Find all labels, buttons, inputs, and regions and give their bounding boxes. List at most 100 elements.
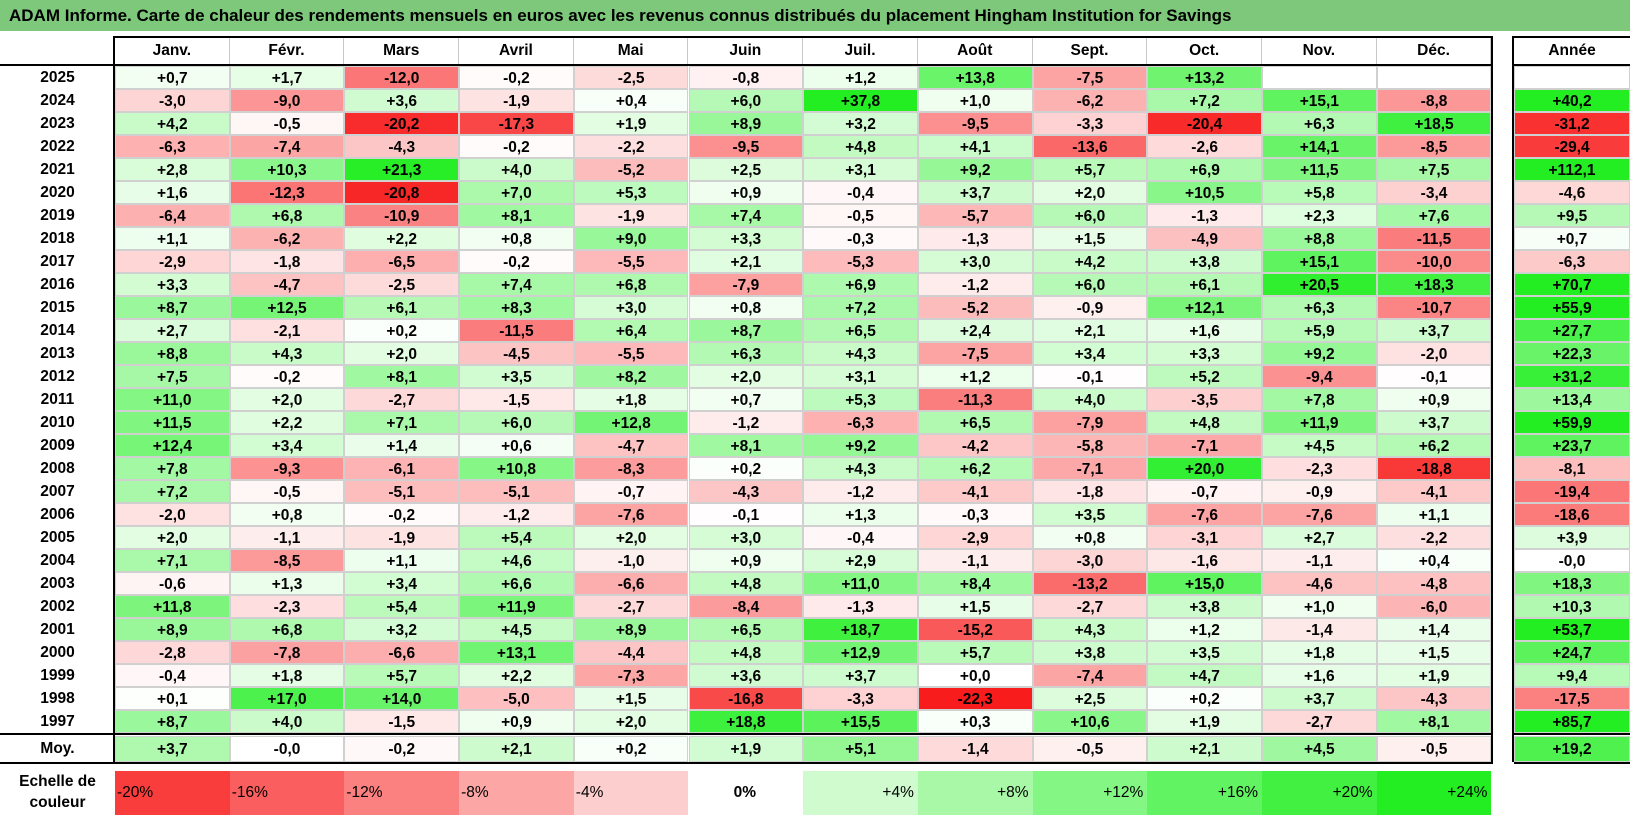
heatmap-cell: +4,0 [1032,388,1148,411]
heatmap-cell: +7,5 [1376,158,1492,181]
annual-cell: +10,3 [1514,595,1630,618]
heatmap-cell: +18,8 [688,710,804,733]
month-header: Juil. [803,38,918,64]
heatmap-cell: +3,4 [1032,342,1148,365]
heatmap-cell: -0,5 [803,204,918,227]
heatmap-cell: +8,1 [459,204,574,227]
annual-cell: +9,4 [1514,664,1630,687]
heatmap-cell: +11,9 [459,595,574,618]
heatmap-cell: +1,0 [1262,595,1377,618]
heatmap-cell: +1,1 [1376,503,1492,526]
heatmap-cell: +5,7 [344,664,460,687]
average-cell: +4,5 [1262,736,1377,762]
heatmap-cell: -7,1 [1032,457,1148,480]
year-label: 2003 [40,575,75,592]
year-label: 2010 [40,414,75,431]
heatmap-cell: +0,8 [459,227,574,250]
heatmap-cell: +6,0 [459,411,574,434]
heatmap-cell: -5,2 [917,296,1033,319]
average-cell: -0,2 [344,736,460,762]
heatmap-cell: +6,5 [803,319,918,342]
heatmap-cell: -0,1 [688,503,804,526]
year-label: 2023 [40,115,75,132]
heatmap-cell: +3,4 [344,572,460,595]
heatmap-cell: -0,4 [803,181,918,204]
heatmap-cell: +3,7 [1262,687,1377,710]
header-bottom-border [0,64,1492,66]
annual-cell: -8,1 [1514,457,1630,480]
heatmap-cell: -0,2 [459,250,574,273]
heatmap-cell: +13,1 [459,641,574,664]
heatmap-cell: -15,2 [917,618,1033,641]
heatmap-cell: +3,3 [115,273,230,296]
heatmap-cell: +3,7 [1376,319,1492,342]
heatmap-cell: -4,5 [459,342,574,365]
heatmap-cell: +7,2 [803,296,918,319]
month-header: Déc. [1377,38,1492,64]
heatmap-cell: -0,6 [115,572,230,595]
heatmap-cell: +3,8 [1032,641,1148,664]
heatmap-cell: -3,0 [115,89,230,112]
heatmap-cell: +1,0 [917,89,1033,112]
heatmap-cell: +12,9 [803,641,918,664]
heatmap-cell: -1,2 [688,411,804,434]
heatmap-cell: +0,9 [459,710,574,733]
heatmap-cell: +6,2 [1376,434,1492,457]
heatmap-cell: +3,7 [803,664,918,687]
heatmap-cell: +15,5 [803,710,918,733]
heatmap-cell: +0,0 [917,664,1033,687]
heatmap-cell: -6,4 [115,204,230,227]
year-label: 2004 [40,552,75,569]
heatmap-cell: +3,5 [1032,503,1148,526]
heatmap-cell: -2,1 [229,319,345,342]
heatmap-cell: +3,3 [688,227,804,250]
heatmap-cell: +1,6 [1147,319,1262,342]
table-left-border [113,36,115,762]
heatmap-cell: -2,2 [1376,526,1492,549]
annual-cell: +9,5 [1514,204,1630,227]
heatmap-cell: -6,3 [803,411,918,434]
heatmap-cell: +1,6 [1262,664,1377,687]
heatmap-cell: -1,2 [917,273,1033,296]
year-label: 2016 [40,276,75,293]
heatmap-cell: -20,4 [1147,112,1262,135]
annual-cell: +22,3 [1514,342,1630,365]
heatmap-cell: -2,6 [1147,135,1262,158]
heatmap-cell: +5,4 [344,595,460,618]
heatmap-cell: +10,3 [229,158,345,181]
heatmap-cell: +6,8 [229,204,345,227]
header-top-border [115,36,1492,38]
heatmap-cell: +2,0 [344,342,460,365]
heatmap-cell: -7,4 [229,135,345,158]
heatmap-cell: -6,1 [344,457,460,480]
heatmap-cell: -9,4 [1262,365,1377,388]
heatmap-cell: +5,2 [1147,365,1262,388]
heatmap-cell: +3,5 [459,365,574,388]
heatmap-cell: +7,2 [115,480,230,503]
heatmap-cell: -18,8 [1376,457,1492,480]
heatmap-cell: -5,5 [573,342,689,365]
heatmap-cell: +4,8 [803,135,918,158]
heatmap-cell: +8,8 [115,342,230,365]
annual-cell: +0,7 [1514,227,1630,250]
heatmap-cell: +18,7 [803,618,918,641]
heatmap-cell: -4,2 [917,434,1033,457]
heatmap-cell: +2,7 [1262,526,1377,549]
heatmap-cell: +0,7 [688,388,804,411]
heatmap-cell: +8,4 [917,572,1033,595]
heatmap-cell: +3,2 [344,618,460,641]
heatmap-cell: -1,8 [229,250,345,273]
year-label: 1998 [40,690,75,707]
year-label: 2025 [40,69,75,86]
annual-cell: -19,4 [1514,480,1630,503]
table-right-border [1491,36,1494,762]
heatmap-cell: +1,4 [1376,618,1492,641]
heatmap-cell: +0,9 [688,549,804,572]
heatmap-cell: -7,6 [573,503,689,526]
heatmap-cell: -3,4 [1376,181,1492,204]
heatmap-cell: +4,2 [1032,250,1148,273]
year-header: Année [1548,42,1596,59]
month-header: Janv. [115,38,230,64]
heatmap-cell: -2,9 [917,526,1033,549]
heatmap-cell: -17,3 [459,112,574,135]
